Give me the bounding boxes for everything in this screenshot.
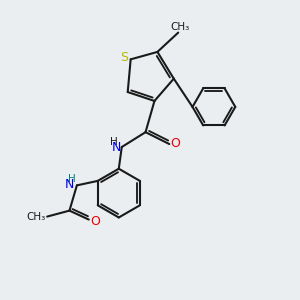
Text: H: H	[68, 174, 75, 184]
Text: H: H	[110, 137, 117, 147]
Text: O: O	[170, 137, 180, 150]
Text: O: O	[90, 214, 100, 227]
Text: N: N	[112, 141, 121, 154]
Text: CH₃: CH₃	[170, 22, 189, 32]
Text: N: N	[65, 178, 74, 191]
Text: S: S	[120, 51, 128, 64]
Text: CH₃: CH₃	[26, 212, 46, 222]
